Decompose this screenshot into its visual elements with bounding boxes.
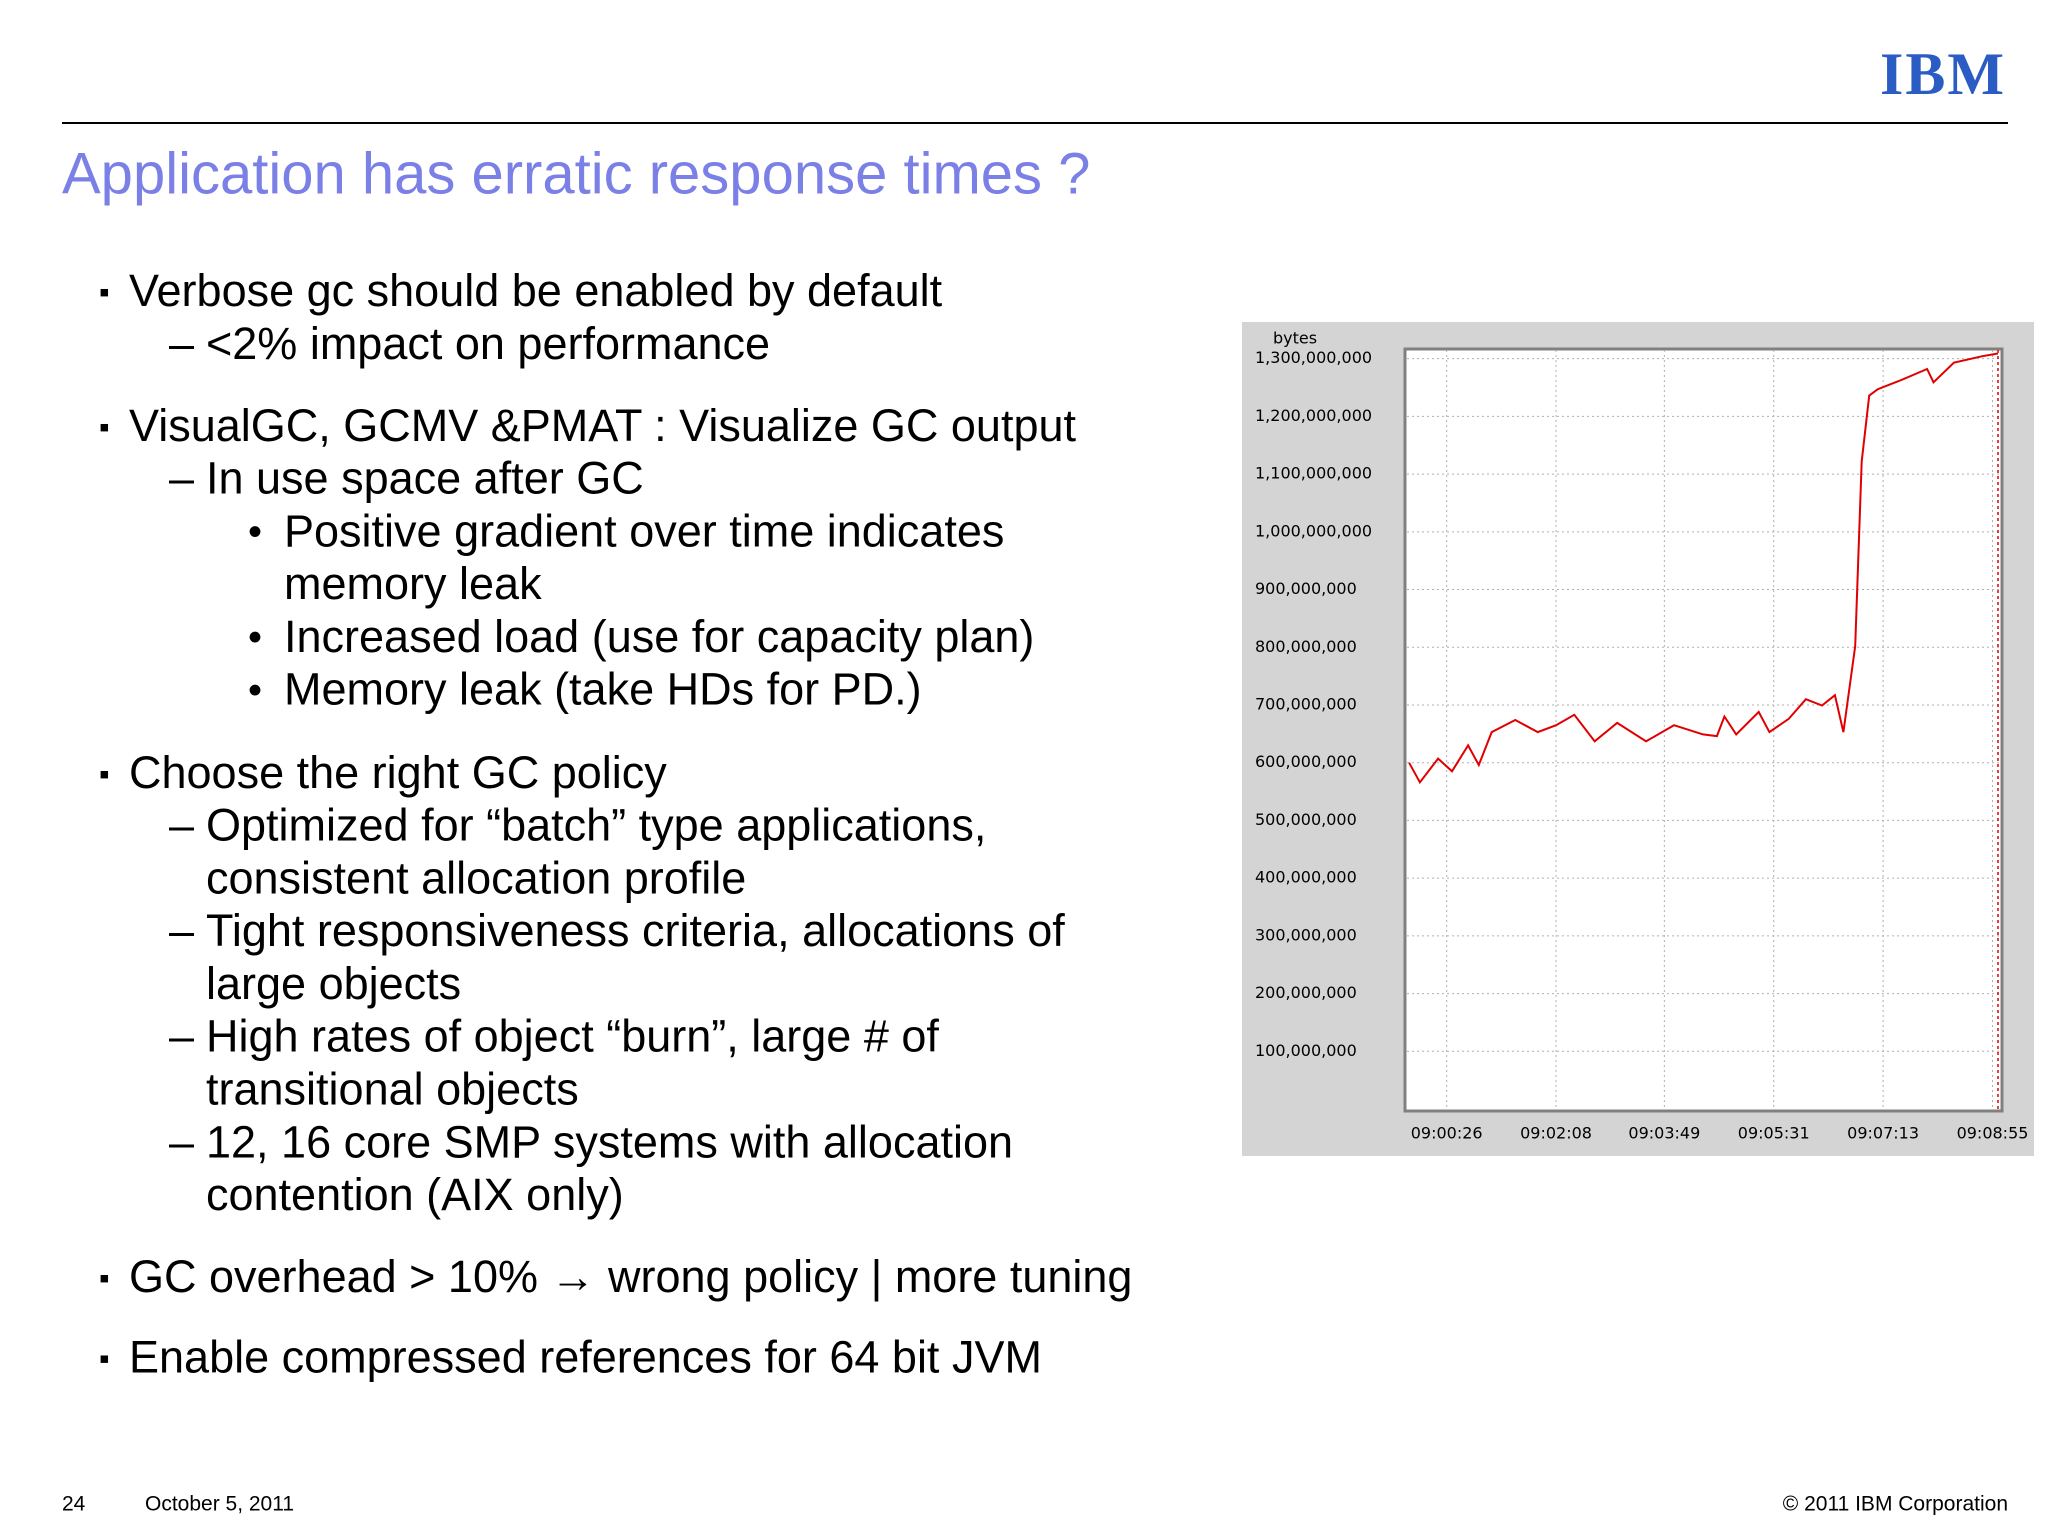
y-tick-label: 1,000,000,000 [1255, 521, 1372, 540]
bullet-text: Enable compressed references for 64 bit … [129, 1331, 1042, 1382]
bullet-marker: – [169, 800, 194, 851]
bullet-marker: – [169, 1116, 194, 1167]
bullet-text: Verbose gc should be enabled by default [129, 265, 943, 316]
y-tick-label: 300,000,000 [1255, 925, 1357, 944]
bullet-marker: ▪ [99, 1342, 110, 1375]
y-tick-label: 700,000,000 [1255, 694, 1357, 713]
bullet-marker: ▪ [99, 411, 110, 444]
x-tick-label: 09:07:13 [1847, 1124, 1919, 1143]
bullet-text: GC overhead > 10% → wrong policy | more … [129, 1251, 1132, 1302]
bullet-marker: – [169, 1011, 194, 1062]
y-tick-label: 600,000,000 [1255, 752, 1357, 771]
bullet-marker: – [169, 318, 194, 369]
y-tick-label: 100,000,000 [1255, 1041, 1357, 1060]
y-tick-label: 1,300,000,000 [1255, 348, 1372, 367]
page-number: 24 [62, 1493, 86, 1516]
bullet-text: Increased load (use for capacity plan) [284, 611, 1034, 662]
y-tick-label: 900,000,000 [1255, 579, 1357, 598]
bullet-marker: • [248, 668, 262, 712]
footer-copyright: © 2011 IBM Corporation [1783, 1493, 2008, 1516]
y-tick-label: 1,100,000,000 [1255, 464, 1372, 483]
bullet-text: Choose the right GC policy [129, 747, 667, 798]
bullet-marker: ▪ [99, 1262, 110, 1295]
bullet-text: consistent allocation profile [206, 852, 746, 903]
y-axis-label: bytes [1273, 329, 1317, 348]
bullet-text: In use space after GC [206, 453, 644, 504]
plot-area [1403, 347, 2004, 1113]
bullet-text: Memory leak (take HDs for PD.) [284, 664, 922, 715]
bullet-marker: ▪ [99, 276, 110, 309]
y-tick-label: 800,000,000 [1255, 637, 1357, 656]
bullet-text: large objects [206, 958, 461, 1009]
x-tick-label: 09:03:49 [1628, 1124, 1700, 1143]
bullet-text: contention (AIX only) [206, 1169, 624, 1220]
bullet-marker: • [248, 510, 262, 554]
bullet-text: Tight responsiveness criteria, allocatio… [206, 905, 1065, 956]
y-tick-label: 400,000,000 [1255, 868, 1357, 887]
x-tick-label: 09:02:08 [1520, 1124, 1592, 1143]
bullet-marker: – [169, 905, 194, 956]
bullet-text: memory leak [284, 558, 542, 609]
bullet-marker: – [169, 453, 194, 504]
bullet-text: Optimized for “batch” type applications, [206, 800, 986, 851]
x-tick-label: 09:00:26 [1411, 1124, 1483, 1143]
y-tick-label: 500,000,000 [1255, 810, 1357, 829]
bullet-marker: • [248, 616, 262, 660]
slide-title: Application has erratic response times ? [62, 141, 1090, 206]
x-tick-label: 09:05:31 [1738, 1124, 1810, 1143]
bullet-text: transitional objects [206, 1064, 579, 1115]
data-line [1408, 352, 1999, 785]
bullet-marker: ▪ [99, 758, 110, 791]
y-tick-label: 1,200,000,000 [1255, 406, 1372, 425]
y-tick-label: 200,000,000 [1255, 983, 1357, 1002]
x-tick-label: 09:08:55 [1957, 1124, 2029, 1143]
logo: IBM [1880, 41, 2006, 107]
bullet-text: 12, 16 core SMP systems with allocation [206, 1116, 1013, 1167]
bullet-text: Positive gradient over time indicates [284, 505, 1004, 556]
footer-date: October 5, 2011 [145, 1493, 294, 1516]
bullet-text: VisualGC, GCMV &PMAT : Visualize GC outp… [129, 400, 1077, 451]
bullet-text: <2% impact on performance [206, 318, 770, 369]
bullet-text: High rates of object “burn”, large # of [206, 1011, 939, 1062]
